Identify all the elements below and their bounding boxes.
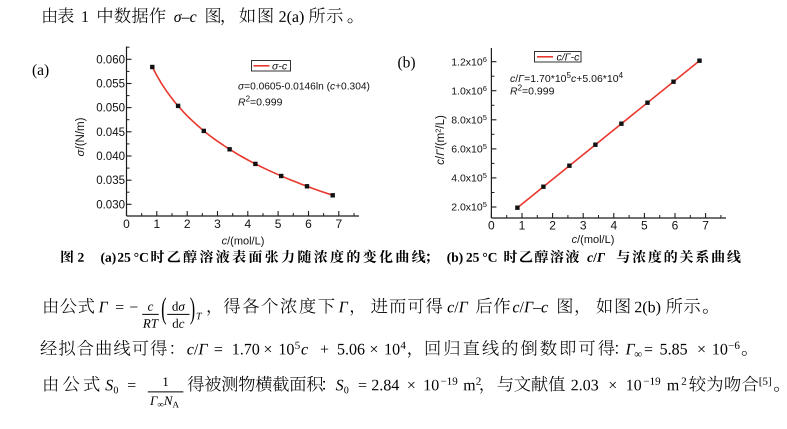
svg-text:3: 3 xyxy=(214,217,221,231)
svg-text:σ=0.0605-0.0146ln (c+0.304): σ=0.0605-0.0146ln (c+0.304) xyxy=(238,82,370,93)
svg-text:3: 3 xyxy=(580,219,587,233)
svg-text:c/(mol/L): c/(mol/L) xyxy=(572,234,615,246)
svg-text:5: 5 xyxy=(641,219,648,233)
svg-text:c/Γ=1.70*105c+5.06*104: c/Γ=1.70*105c+5.06*104 xyxy=(510,71,624,85)
svg-text:0.050: 0.050 xyxy=(96,103,125,115)
svg-text:7: 7 xyxy=(702,219,709,233)
svg-text:R2=0.999: R2=0.999 xyxy=(238,95,283,109)
svg-text:c/Γ-c: c/Γ-c xyxy=(557,52,581,64)
svg-text:2.0x105: 2.0x105 xyxy=(451,200,487,214)
svg-text:4: 4 xyxy=(244,217,251,231)
svg-text:0.045: 0.045 xyxy=(96,127,125,139)
svg-text:0.030: 0.030 xyxy=(96,199,125,211)
svg-text:2: 2 xyxy=(549,219,556,233)
svg-text:8.0x105: 8.0x105 xyxy=(451,113,487,127)
svg-text:4: 4 xyxy=(610,219,617,233)
svg-text:0: 0 xyxy=(488,219,495,233)
svg-text:4.0x105: 4.0x105 xyxy=(451,171,487,185)
svg-text:c/(mol/L): c/(mol/L) xyxy=(222,236,265,248)
svg-text:1: 1 xyxy=(153,217,160,231)
svg-text:c/Γ/(m2/L): c/Γ/(m2/L) xyxy=(434,115,448,165)
svg-text:(b): (b) xyxy=(398,55,416,72)
svg-text:0.035: 0.035 xyxy=(96,175,125,187)
svg-text:σ-c: σ-c xyxy=(272,61,288,73)
svg-text:(a): (a) xyxy=(32,62,49,79)
svg-text:0: 0 xyxy=(123,217,130,231)
svg-text:5: 5 xyxy=(275,217,282,231)
svg-text:R2=0.999: R2=0.999 xyxy=(510,84,555,98)
svg-text:σ/(N/m): σ/(N/m) xyxy=(75,117,87,156)
svg-text:1.2x106: 1.2x106 xyxy=(451,55,487,69)
svg-text:1.0x106: 1.0x106 xyxy=(451,84,487,98)
svg-text:6: 6 xyxy=(672,219,679,233)
svg-text:0.060: 0.060 xyxy=(96,54,125,66)
svg-text:0.055: 0.055 xyxy=(96,79,125,91)
svg-text:6.0x105: 6.0x105 xyxy=(451,142,487,156)
svg-text:7: 7 xyxy=(335,217,342,231)
svg-text:2: 2 xyxy=(184,217,191,231)
svg-text:0.040: 0.040 xyxy=(96,151,125,163)
svg-text:1: 1 xyxy=(519,219,526,233)
svg-text:6: 6 xyxy=(305,217,312,231)
